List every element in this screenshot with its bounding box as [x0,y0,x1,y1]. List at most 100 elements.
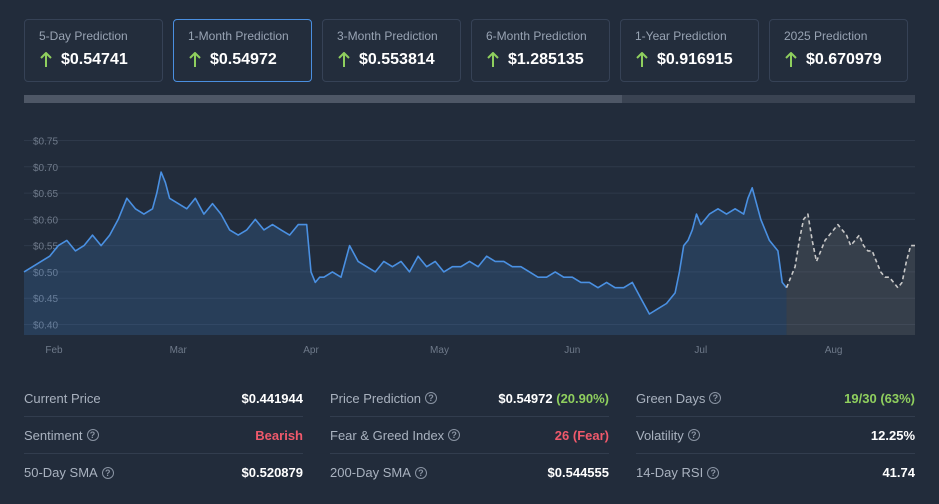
stat-row: Green Days? 19/30 (63%) [636,380,915,417]
stat-label-text: Volatility [636,427,684,443]
y-tick-label: $0.50 [33,268,58,279]
stat-row: Fear & Greed Index? 26 (Fear) [330,417,609,454]
help-icon[interactable]: ? [687,429,700,441]
scrollbar-thumb[interactable] [24,95,622,103]
x-tick-label: Apr [303,345,319,356]
help-icon[interactable]: ? [414,466,427,479]
stat-value-text: 41.74 [882,465,915,480]
stat-label: 50-Day SMA? [24,465,114,480]
stat-value-text: 19/30 (63%) [844,390,915,406]
prediction-value: $0.553814 [337,51,460,69]
price-area [24,172,787,335]
stat-label-text: Current Price [24,390,101,406]
arrow-up-icon [189,52,201,67]
stat-row: Sentiment? Bearish [24,417,303,454]
stats-grid: Current Price $0.441944 Price Prediction? $… [24,380,915,491]
stat-row: 14-Day RSI? 41.74 [636,454,915,491]
price-series-line [23,171,788,315]
stat-label-text: Green Days [636,390,706,406]
prediction-label: 1-Year Prediction [635,29,727,43]
prediction-card-5[interactable]: 2025 Prediction $0.670979 [769,19,908,82]
arrow-up-icon [487,52,499,67]
x-tick-label: May [430,345,449,356]
stat-value: Bearish [255,428,303,443]
y-tick-label: $0.60 [33,215,58,226]
stat-value-extra: (20.90%) [556,390,609,406]
stat-value-text: 26 (Fear) [554,427,609,443]
stat-value: 41.74 [882,465,915,480]
prediction-card-2[interactable]: 3-Month Prediction $0.553814 [322,19,461,82]
x-tick-label: Aug [825,345,843,356]
arrow-up-icon [785,52,797,67]
prediction-price: $0.553814 [359,51,435,68]
stat-row: 50-Day SMA? $0.520879 [24,454,303,491]
prediction-value: $0.670979 [784,51,907,69]
price-chart: $0.40 $0.45 $0.50 $0.55 $0.60 $0.65 $0.70 $0.75… [23,137,915,356]
stat-value: 26 (Fear) [555,428,609,443]
prediction-label: 2025 Prediction [784,29,868,43]
forecast-area [786,214,915,335]
stat-row: Current Price $0.441944 [24,380,303,417]
y-tick-label: $0.65 [33,189,58,200]
stat-value-text: Bearish [255,427,303,443]
help-icon[interactable]: ? [707,466,720,479]
prediction-card-3[interactable]: 6-Month Prediction $1.285135 [471,19,610,82]
help-icon[interactable]: ? [101,466,114,479]
y-tick-label: $0.70 [33,163,58,174]
stat-value: 12.25% [871,428,915,443]
y-tick-label: $0.45 [33,294,58,305]
stat-value-text: $0.544555 [547,465,609,480]
y-tick-label: $0.55 [33,242,58,253]
arrow-up-icon [40,52,52,67]
help-icon[interactable]: ? [86,429,99,441]
stat-label: Volatility? [636,428,700,443]
prediction-value: $0.54741 [39,51,162,69]
prediction-price: $0.54972 [210,51,277,68]
help-icon[interactable]: ? [448,429,461,441]
prediction-price: $0.54741 [61,51,128,68]
stat-value: 19/30 (63%) [844,391,915,406]
stat-row: Volatility? 12.25% [636,417,915,454]
prediction-card-4[interactable]: 1-Year Prediction $0.916915 [620,19,759,82]
stat-label: Price Prediction? [330,390,438,406]
stat-label-text: 200-Day SMA [330,465,411,480]
stat-label: Sentiment? [24,428,99,443]
stat-label-text: Price Prediction [330,390,422,406]
prediction-card-0[interactable]: 5-Day Prediction $0.54741 [24,19,163,82]
prediction-price: $0.916915 [657,51,733,68]
prediction-label: 3-Month Prediction [337,29,438,43]
stat-label-text: Fear & Greed Index [330,427,445,443]
prediction-value: $1.285135 [486,51,609,69]
stat-value: $0.441944 [242,391,303,406]
stat-value-text: $0.520879 [241,465,303,480]
stat-value-text: $0.441944 [241,390,303,406]
arrow-up-icon [636,52,648,67]
x-tick-label: Jun [564,345,580,356]
forecast-series-line [785,213,915,289]
y-tick-label: $0.40 [33,320,58,331]
prediction-label: 1-Month Prediction [188,29,289,43]
stat-row: Price Prediction? $0.54972 (20.90%) [330,380,609,417]
prediction-cards: 5-Day Prediction $0.54741 1-Month Predicti… [24,19,908,82]
x-tick-label: Feb [45,345,63,356]
horizontal-scrollbar[interactable] [24,95,915,103]
stat-value: $0.54972 (20.90%) [498,391,609,406]
arrow-up-icon [338,52,350,67]
stat-label: 14-Day RSI? [636,465,720,480]
stat-value-text: $0.54972 [498,390,553,406]
stat-label-text: 14-Day RSI [636,465,704,480]
prediction-label: 5-Day Prediction [39,29,128,43]
help-icon[interactable]: ? [425,392,438,404]
stat-label: Fear & Greed Index? [330,427,461,443]
x-tick-label: Jul [694,345,707,356]
stat-value: $0.544555 [548,465,609,480]
prediction-price: $0.670979 [806,51,882,68]
stat-value-text: 12.25% [870,427,915,443]
y-tick-label: $0.75 [33,137,58,148]
stat-label: Green Days? [636,390,722,406]
x-tick-label: Mar [170,345,188,356]
prediction-card-1[interactable]: 1-Month Prediction $0.54972 [173,19,312,82]
help-icon[interactable]: ? [709,392,722,404]
stat-label-text: 50-Day SMA [24,465,98,480]
stat-label: Current Price [24,391,101,406]
